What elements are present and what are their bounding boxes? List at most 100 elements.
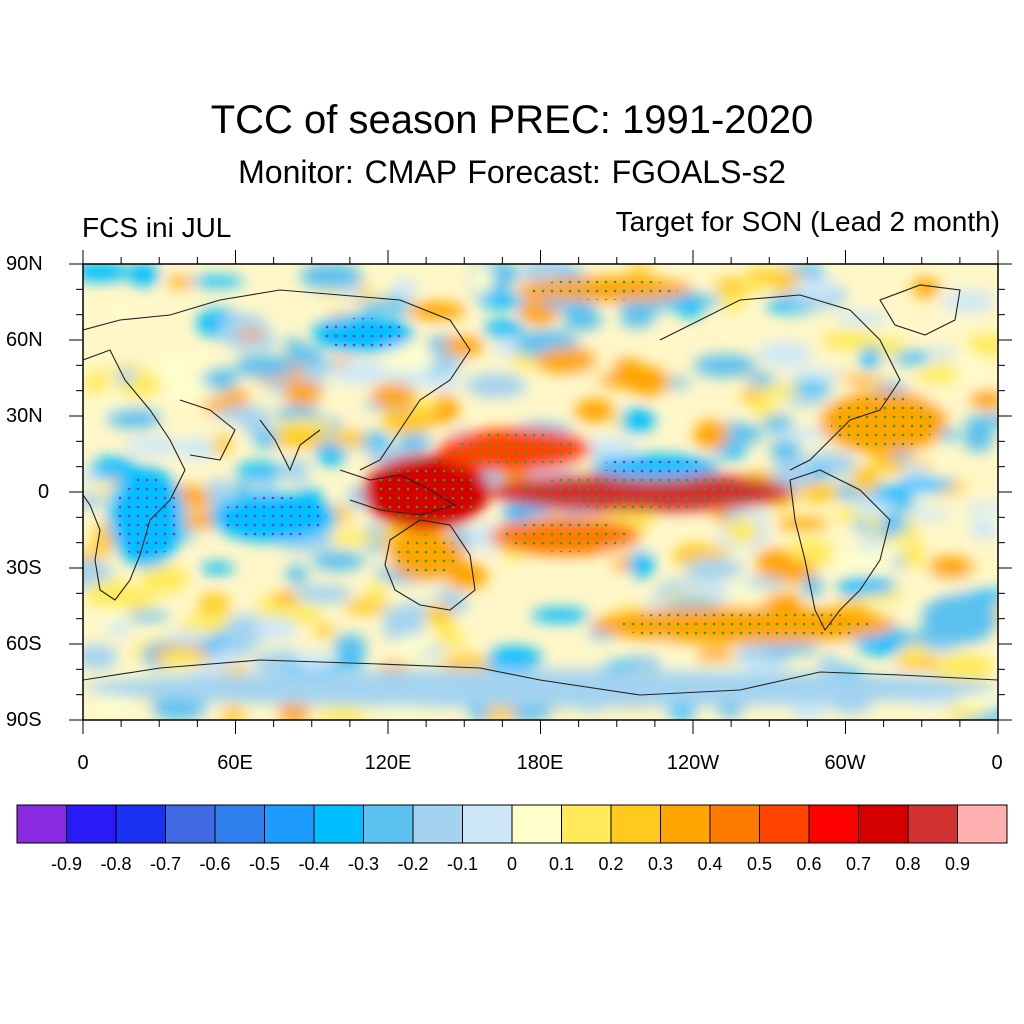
texture-patch	[746, 269, 801, 283]
target-label: Target for SON (Lead 2 month)	[615, 206, 1000, 237]
texture-patch	[751, 401, 778, 419]
texture-patch	[170, 631, 214, 644]
significance-stipple	[515, 475, 770, 509]
colorbar-swatch	[264, 804, 315, 844]
texture-patch	[926, 347, 959, 360]
texture-patch	[502, 503, 532, 524]
lat-tick-90n: 90N	[6, 253, 43, 275]
texture-patch	[327, 531, 382, 546]
texture-patch	[628, 550, 655, 579]
texture-patch	[214, 641, 245, 655]
texture-patch	[942, 290, 996, 314]
texture-patch	[314, 624, 335, 639]
texture-patch	[693, 354, 757, 378]
texture-patch	[970, 517, 998, 540]
colorbar-label: -0.9	[50, 854, 83, 874]
texture-patch	[442, 336, 484, 357]
colorbar-swatch	[363, 804, 414, 844]
colorbar-label: -0.8	[100, 854, 132, 874]
texture-patch	[864, 515, 886, 530]
texture-patch	[255, 616, 298, 640]
colorbar-label: 0.5	[746, 854, 773, 874]
antarctica-coast	[83, 659, 998, 696]
texture-patch	[494, 339, 517, 356]
texture-patch	[625, 265, 654, 276]
significance-stipple	[529, 278, 679, 300]
texture-patch	[750, 385, 801, 399]
init-label: FCS ini JUL	[82, 212, 232, 243]
texture-patch	[624, 367, 670, 396]
chart-title: TCC of season PREC: 1991-2020	[210, 98, 814, 142]
texture-patch	[407, 301, 466, 321]
texture-patch	[794, 276, 839, 298]
colorbar-label: -0.1	[446, 854, 479, 874]
texture-patch	[797, 481, 839, 503]
region-south-atlantic	[921, 593, 998, 645]
texture-patch	[667, 703, 696, 720]
texture-patch	[101, 604, 122, 627]
texture-patch	[83, 369, 109, 394]
texture-patch	[902, 540, 925, 569]
texture-patch	[859, 538, 882, 554]
texture-patch	[332, 360, 392, 385]
texture-patch	[897, 643, 931, 663]
texture-patch	[465, 373, 527, 398]
colorbar-label: 0.9	[944, 854, 971, 874]
texture-patch	[282, 458, 310, 484]
chart-subtitle: Monitor: CMAP Forecast: FGOALS-s2	[238, 154, 786, 190]
texture-patch	[471, 265, 494, 294]
colorbar-swatch	[313, 804, 364, 844]
colorbar-swatch	[66, 804, 117, 844]
texture-patch	[383, 346, 436, 372]
texture-patch	[165, 277, 195, 288]
significance-stipple	[502, 520, 630, 553]
significance-stipple	[601, 456, 708, 478]
texture-patch	[205, 369, 229, 392]
significance-stipple	[394, 534, 458, 577]
texture-patch	[243, 413, 269, 438]
texture-patch	[85, 579, 136, 609]
colorbar-swatch	[957, 804, 1008, 844]
texture-patch	[720, 292, 746, 312]
significance-stipple	[451, 432, 579, 469]
colorbar-label: 0.2	[598, 854, 624, 874]
texture-patch	[684, 558, 745, 579]
texture-patch	[107, 304, 135, 315]
texture-patch	[397, 434, 433, 448]
texture-patch	[928, 556, 974, 581]
colorbar-label: 0.4	[697, 854, 723, 874]
lon-tick-180e: 180E	[516, 752, 564, 774]
texture-patch	[154, 354, 193, 381]
texture-patch	[714, 445, 747, 460]
colorbar-label: -0.3	[347, 854, 380, 874]
texture-patch	[272, 428, 327, 449]
texture-patch	[693, 420, 730, 450]
lat-tick-30n: 30N	[6, 405, 43, 427]
texture-patch	[361, 299, 402, 313]
texture-patch	[530, 608, 590, 623]
texture-patch	[139, 564, 189, 594]
texture-patch	[775, 517, 830, 530]
texture-patch	[892, 351, 933, 365]
colorbar	[16, 804, 1008, 844]
region-antarctica-coast	[83, 669, 998, 708]
texture-patch	[178, 437, 217, 460]
texture-patch	[327, 430, 369, 447]
texture-patch	[151, 695, 206, 720]
south-america-coast	[789, 469, 891, 632]
texture-patch	[802, 575, 823, 598]
texture-patch	[412, 592, 440, 605]
colorbar-swatch	[858, 804, 909, 844]
texture-patch	[483, 705, 517, 720]
texture-patch	[899, 477, 955, 492]
texture-patch	[288, 346, 324, 366]
texture-patch	[234, 354, 295, 378]
texture-patch	[870, 484, 913, 503]
lon-tick-0: 0	[77, 752, 89, 774]
lat-tick-0: 0	[38, 481, 50, 503]
colorbar-swatch	[610, 804, 661, 844]
texture-patch	[425, 602, 452, 625]
texture-patch	[437, 635, 468, 647]
texture-patch	[915, 366, 960, 384]
